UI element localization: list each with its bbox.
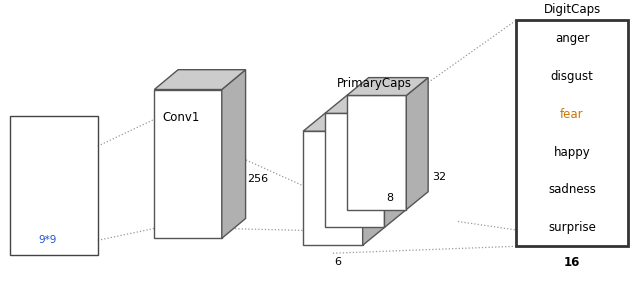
Polygon shape — [303, 131, 363, 245]
Polygon shape — [385, 96, 406, 227]
Text: 9*9: 9*9 — [38, 235, 56, 245]
Text: 8: 8 — [387, 193, 394, 203]
Polygon shape — [347, 96, 406, 210]
Polygon shape — [325, 113, 385, 227]
Polygon shape — [363, 113, 385, 245]
Text: Conv1: Conv1 — [163, 111, 200, 124]
Text: happy: happy — [554, 146, 590, 158]
Text: 6: 6 — [334, 257, 341, 267]
Text: anger: anger — [555, 32, 589, 45]
Polygon shape — [154, 89, 222, 238]
Polygon shape — [222, 70, 246, 238]
Text: PrimaryCaps: PrimaryCaps — [337, 76, 412, 89]
Text: surprise: surprise — [548, 221, 596, 234]
Text: 16: 16 — [564, 256, 580, 269]
Polygon shape — [325, 96, 406, 113]
Bar — [516, 20, 628, 246]
Text: sadness: sadness — [548, 183, 596, 196]
Polygon shape — [154, 70, 246, 89]
Text: 256: 256 — [248, 174, 269, 184]
Bar — [10, 116, 98, 255]
Text: 32: 32 — [432, 172, 446, 182]
Text: disgust: disgust — [550, 70, 593, 83]
Polygon shape — [347, 78, 428, 96]
Polygon shape — [406, 78, 428, 210]
Polygon shape — [303, 113, 385, 131]
Text: fear: fear — [560, 108, 584, 121]
Text: DigitCaps: DigitCaps — [543, 3, 600, 16]
